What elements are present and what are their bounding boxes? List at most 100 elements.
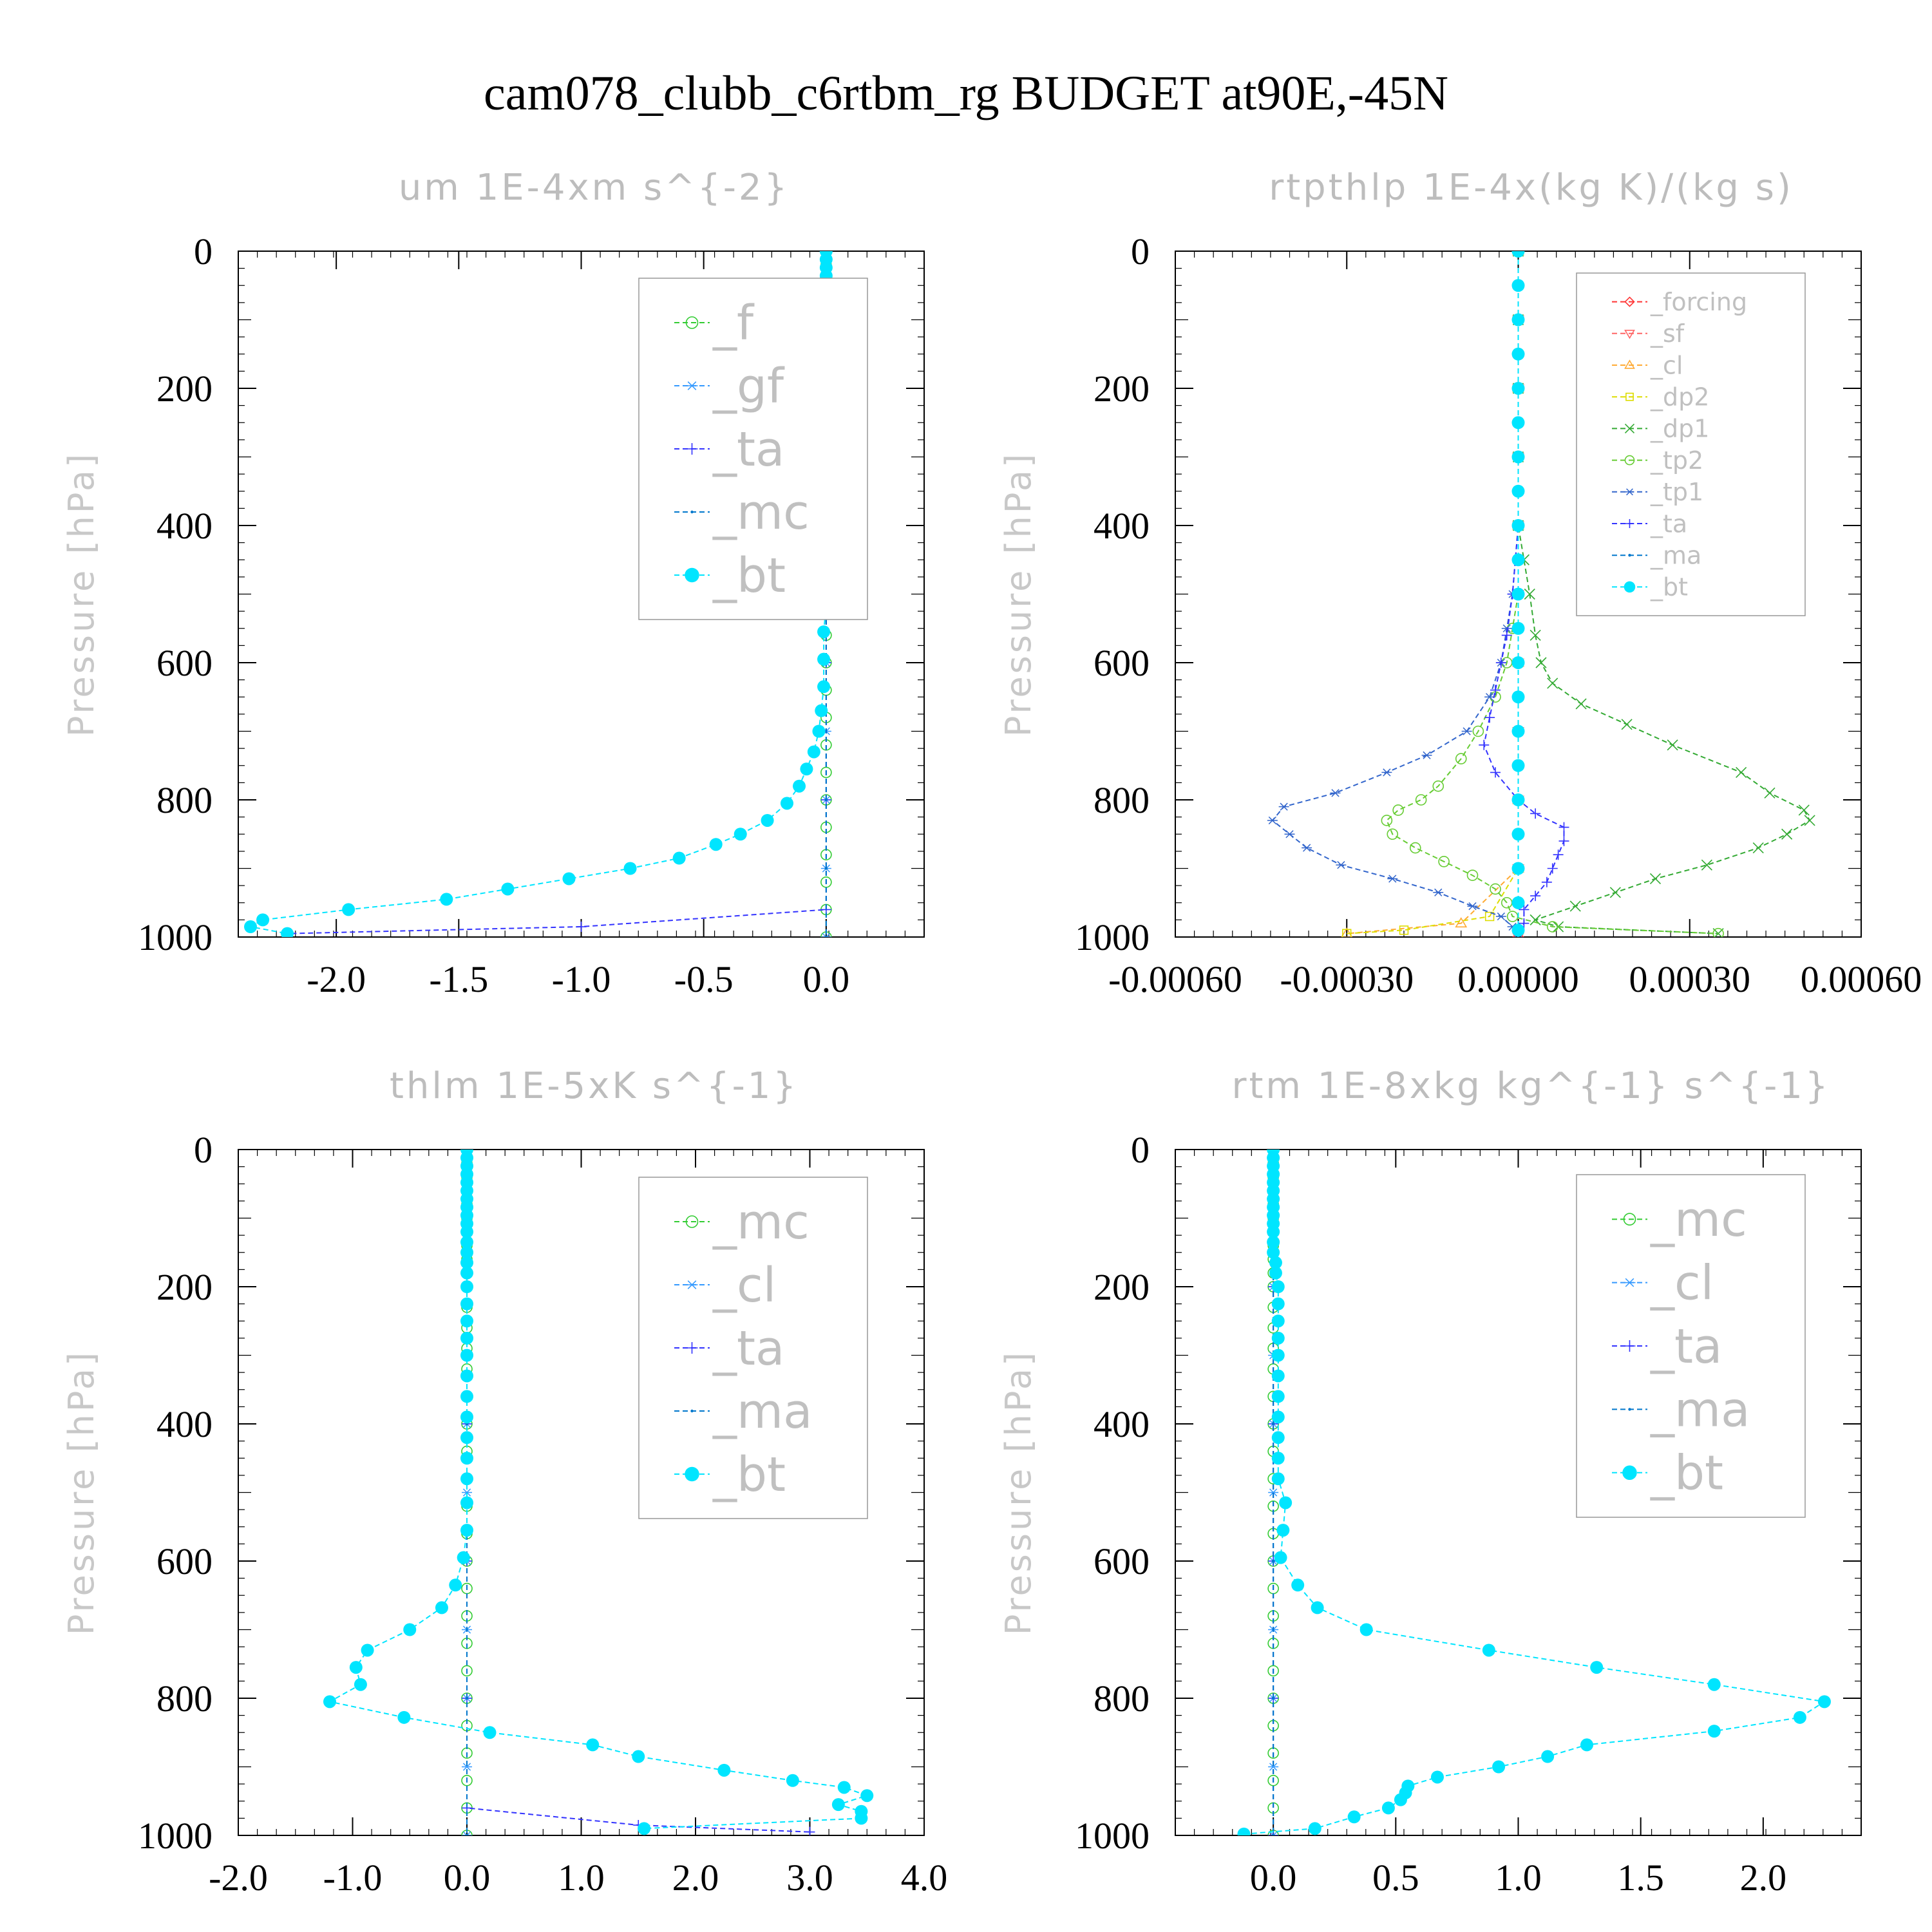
data-point: [460, 1390, 473, 1403]
data-point: [1271, 1422, 1275, 1426]
y-tick-label: 200: [1094, 1266, 1150, 1308]
data-point: [1547, 677, 1558, 689]
data-point: [1461, 727, 1472, 735]
data-point: [793, 779, 806, 793]
data-point: [361, 1643, 374, 1657]
x-tick-label: 0.00000: [1457, 958, 1579, 1000]
data-point: [837, 1781, 851, 1794]
data-point: [1519, 904, 1530, 915]
data-point: [820, 766, 832, 779]
data-point: [1736, 766, 1747, 778]
panel-3: thlm 1E-5xK s^{-1} Pressure [hPa] 0 200 400 6…: [61, 1065, 947, 1899]
legend-marker: [686, 1342, 698, 1354]
legend-label: _dp1: [1650, 415, 1709, 443]
y-axis-label: Pressure [hPa]: [61, 1350, 102, 1635]
y-tick-label: 400: [156, 505, 213, 547]
data-point: [1271, 1314, 1285, 1328]
data-point: [855, 1812, 868, 1825]
data-point: [1274, 1551, 1287, 1564]
x-tick-label: 0.0: [1250, 1857, 1297, 1899]
legend-label: _ta: [1650, 509, 1687, 538]
data-point: [1291, 1578, 1305, 1592]
series-layer: [323, 1150, 874, 1835]
data-point: [804, 1826, 815, 1835]
data-point: [1432, 780, 1444, 792]
data-point: [800, 762, 813, 776]
y-axis-label: Pressure [hPa]: [998, 451, 1039, 737]
data-point: [1308, 1822, 1321, 1835]
data-point: [709, 838, 723, 851]
legend-marker: [1624, 296, 1635, 307]
legend-label: _cl: [712, 1258, 776, 1313]
legend-marker: [1624, 1278, 1636, 1287]
data-point: [1511, 279, 1525, 292]
data-point: [1524, 588, 1535, 600]
data-point: [632, 1750, 645, 1763]
data-point: [1311, 1601, 1324, 1615]
data-point: [465, 1696, 469, 1700]
y-tick-label: 800: [1094, 1678, 1150, 1719]
data-point: [817, 652, 831, 666]
data-point: [1764, 787, 1776, 799]
data-point: [1752, 842, 1764, 854]
legend: _forcing _sf _cl _dp2 _dp1 _tp2 _tp1 _ta _ma _bt: [1576, 272, 1806, 616]
data-point: [1421, 751, 1432, 759]
y-tick-label: 1000: [1075, 1815, 1150, 1857]
data-point: [1482, 1643, 1495, 1657]
data-point: [1590, 1661, 1604, 1674]
series-line: [328, 1150, 869, 1830]
data-point: [1387, 875, 1398, 883]
data-point: [1271, 1431, 1285, 1444]
data-point: [465, 1833, 469, 1835]
data-point: [460, 1369, 473, 1383]
x-tick-label: -1.0: [323, 1857, 383, 1899]
data-point: [501, 882, 515, 896]
data-point: [1609, 887, 1621, 898]
data-point: [435, 1601, 448, 1615]
data-point: [323, 1695, 336, 1709]
data-point: [1712, 927, 1724, 937]
x-tick-label: 3.0: [786, 1857, 833, 1899]
legend-marker: [1624, 1340, 1636, 1352]
y-tick-label: 200: [156, 368, 213, 410]
data-point: [672, 851, 686, 865]
data-point: [1484, 712, 1495, 723]
data-point: [1455, 753, 1467, 764]
legend-label: _tp1: [1650, 478, 1703, 506]
data-point: [342, 903, 355, 916]
x-tick-label: 0.00060: [1801, 958, 1922, 1000]
data-point: [1271, 1349, 1285, 1362]
data-point: [1271, 1452, 1285, 1465]
data-point: [1530, 808, 1541, 819]
data-point: [817, 625, 831, 639]
data-point: [1798, 804, 1810, 816]
data-point: [1707, 1725, 1721, 1738]
data-point: [1279, 1496, 1293, 1510]
data-point: [1501, 624, 1512, 632]
data-point: [461, 1665, 473, 1677]
data-point: [1575, 698, 1587, 710]
data-point: [761, 813, 774, 827]
data-point: [1511, 251, 1525, 258]
data-point: [1392, 804, 1404, 816]
series-bt: [1237, 1150, 1831, 1835]
data-point: [460, 1225, 473, 1238]
y-tick-label: 1000: [138, 916, 213, 958]
x-tick-label: 1.5: [1617, 1857, 1664, 1899]
data-point: [1511, 347, 1525, 361]
series-layer: [1267, 251, 1815, 937]
series-line: [249, 251, 827, 934]
legend-marker: [685, 567, 699, 583]
data-point: [1466, 869, 1479, 881]
legend-marker: [686, 1280, 698, 1289]
data-point: [1530, 629, 1541, 641]
data-point: [817, 680, 831, 694]
series-line: [1347, 251, 1519, 934]
data-point: [1511, 519, 1525, 532]
data-point: [460, 1524, 473, 1537]
x-tick-label: -0.5: [674, 958, 734, 1000]
data-point: [576, 922, 587, 933]
y-tick-label: 200: [1094, 368, 1150, 410]
data-point: [460, 1256, 473, 1269]
